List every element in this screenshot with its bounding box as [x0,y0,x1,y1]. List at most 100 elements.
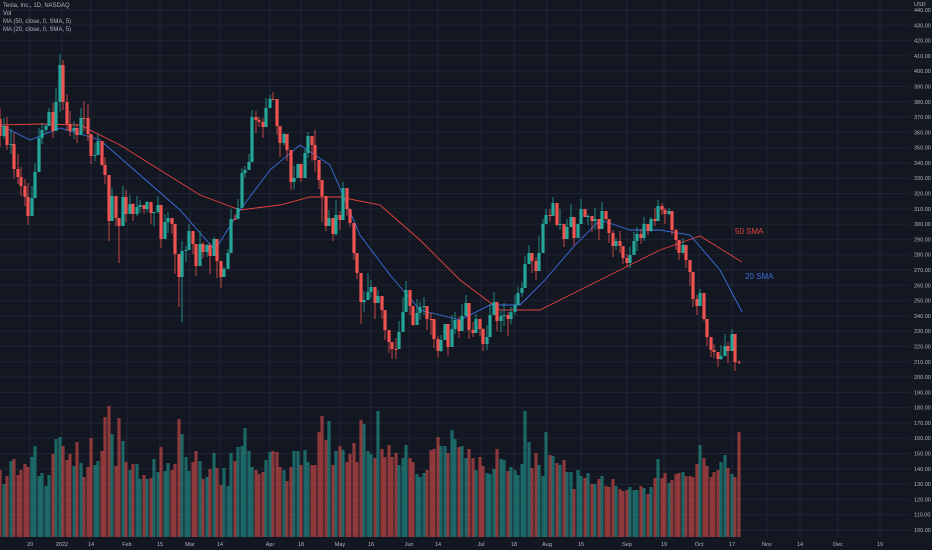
volume-bar [579,476,583,537]
time-tick-label: Dec [833,542,843,548]
volume-bar [527,442,531,537]
volume-bar [299,465,303,537]
candle-down [103,165,107,175]
volume-bar [667,483,671,537]
volume-bar [614,486,618,537]
volume-bar [719,462,723,537]
candle-down [583,209,587,217]
volume-bar [702,458,706,537]
time-tick-label: 18 [511,542,517,548]
candle-up [485,337,489,344]
candle-down [68,124,72,131]
symbol-title[interactable]: Tesla, Inc., 1D, NASDAQ [3,3,70,9]
volume-bar [495,449,499,537]
ma50-legend[interactable]: MA (50, close, 0, SMA, 5) [3,19,72,25]
volume-bar [485,473,489,537]
volume-bar [380,449,384,537]
candle-down [23,186,27,197]
candle-down [548,215,552,216]
time-tick-label: 17 [729,542,735,548]
candle-up [667,211,671,214]
volume-bar [166,463,170,537]
price-tick-label: 220.00 [914,344,931,350]
volume-bar [415,474,419,537]
volume-bar [261,472,265,537]
volume-bar [152,459,156,537]
candle-up [523,264,527,288]
candle-down [51,112,55,131]
volume-bar [222,468,226,537]
volume-bar [590,484,594,537]
candle-up [184,250,188,251]
candle-down [373,287,377,303]
candle-down [478,319,482,329]
volume-bar [338,446,342,537]
volume-bar [429,450,433,537]
volume-bar [26,467,30,537]
ma20-legend[interactable]: MA (20, close, 0, SMA, 5) [3,27,72,33]
volume-bar [33,446,37,537]
candle-up [443,324,447,340]
price-tick-label: 130.00 [914,482,931,488]
time-tick-label: Feb [122,542,131,548]
candle-down [733,334,737,362]
volume-bar [72,466,76,537]
volume-bar [12,459,16,537]
volume-bar [93,465,97,537]
volume-bar [226,486,230,537]
candle-up [58,65,62,102]
volume-bar [537,465,541,537]
volume-bar [422,473,426,537]
candle-up [719,356,723,359]
candle-up [656,206,660,221]
candle-up [418,307,422,313]
candle-up [93,155,97,156]
price-axis[interactable]: 100.00 110.00 120.00 130.00 140.00 150.00 160.… [914,2,931,534]
volume-bar [646,494,650,537]
candle-up [632,241,636,255]
candle-up [509,312,513,319]
candle-up [327,218,331,226]
volume-bar [488,474,492,537]
volume-bar [219,485,223,537]
volume-legend[interactable]: Vol [3,11,12,17]
candle-down [271,99,275,100]
volume-bar [355,462,359,537]
volume-bar [604,486,608,537]
candle-down [275,99,279,126]
volume-bar [569,472,573,537]
candle-up [579,209,583,224]
volume-bar [135,464,139,537]
time-axis[interactable]: 20 2022 14 Feb 15 Mar 14 Apr 18 May 16 Jun 14 Jul 18 Au… [27,542,883,548]
volume-bar [58,437,62,537]
candle-down [429,319,433,320]
candle-up [341,188,345,220]
candle-up [376,296,380,303]
volume-bar [688,476,692,537]
candle-down [604,211,608,219]
candle-up [464,303,468,316]
volume-bar [443,446,447,537]
candle-down [436,339,440,351]
candle-down [390,342,394,349]
candle-down [387,330,391,342]
candle-down [65,102,69,124]
volume-bar [320,416,324,537]
volume-bar [446,453,450,537]
candle-up [40,130,44,138]
candle-up [516,293,520,305]
price-tick-label: 380.00 [914,100,931,106]
volume-bar [79,463,83,537]
candle-down [278,126,282,143]
volume-bar [597,479,601,537]
volume-bar [282,470,286,537]
time-tick-label: Aug [542,542,552,548]
volume-bar [191,462,195,537]
candle-down [289,150,293,182]
candle-down [191,231,195,244]
volume-bar [436,437,440,537]
time-tick-label: Jul [477,542,484,548]
candle-up [502,315,506,316]
